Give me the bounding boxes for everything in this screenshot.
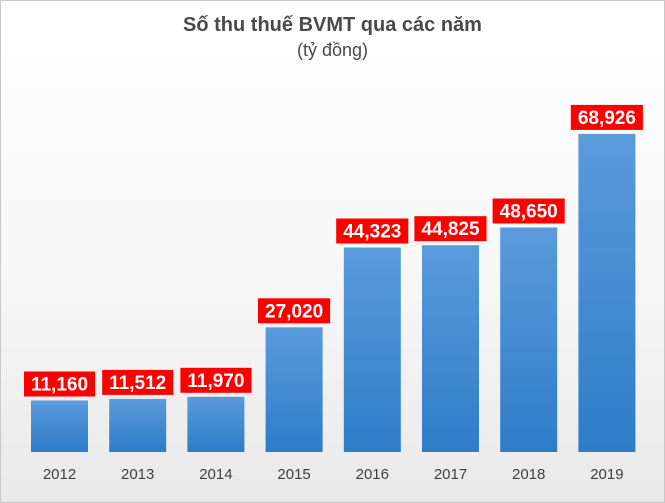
x-tick-2013: 2013	[121, 466, 154, 483]
bar-2012	[31, 400, 88, 452]
bar-2015	[265, 327, 323, 452]
data-label-2015: 27,020	[265, 301, 323, 322]
data-label-bg-2012	[24, 371, 96, 397]
chart-title: Số thu thuế BVMT qua các năm	[183, 14, 482, 36]
x-tick-2015: 2015	[277, 466, 310, 483]
data-label-bg-2018	[492, 198, 565, 224]
data-label-bg-2017	[414, 216, 487, 242]
x-tick-2012: 2012	[43, 466, 76, 483]
x-tick-2016: 2016	[356, 466, 389, 483]
data-label-2013: 11,512	[109, 373, 166, 394]
data-label-2012: 11,160	[31, 375, 88, 396]
data-label-2018: 48,650	[500, 202, 558, 223]
bar-2019	[578, 133, 636, 452]
bar-2016	[343, 247, 401, 452]
bar-2013	[109, 398, 167, 452]
data-label-bg-2016	[336, 218, 409, 244]
bar-2017	[422, 245, 479, 452]
x-tick-2018: 2018	[512, 466, 545, 483]
x-tick-2014: 2014	[199, 466, 232, 483]
data-label-2014: 11,970	[187, 371, 244, 392]
chart-subtitle: (tỷ đồng)	[296, 40, 369, 60]
bar-2018	[500, 227, 558, 452]
data-label-bg-2019	[570, 104, 643, 130]
bar-2014	[187, 396, 245, 452]
data-label-2016: 44,323	[343, 222, 401, 243]
data-labels-layer: 11,160 11,512 11,970 27,020 44,323 44,825 48,6…	[24, 104, 643, 397]
data-label-bg-2015	[258, 298, 331, 324]
x-tick-2017: 2017	[434, 466, 467, 483]
x-tick-2019: 2019	[590, 466, 623, 483]
data-label-bg-2013	[102, 369, 174, 395]
x-axis-ticks: 2012 2013 2014 2015 2016 2017 2018 2019	[43, 466, 624, 483]
bars-layer	[31, 133, 636, 452]
data-label-2017: 44,825	[421, 219, 480, 240]
data-label-2019: 68,926	[578, 108, 636, 129]
data-label-bg-2014	[180, 367, 252, 393]
